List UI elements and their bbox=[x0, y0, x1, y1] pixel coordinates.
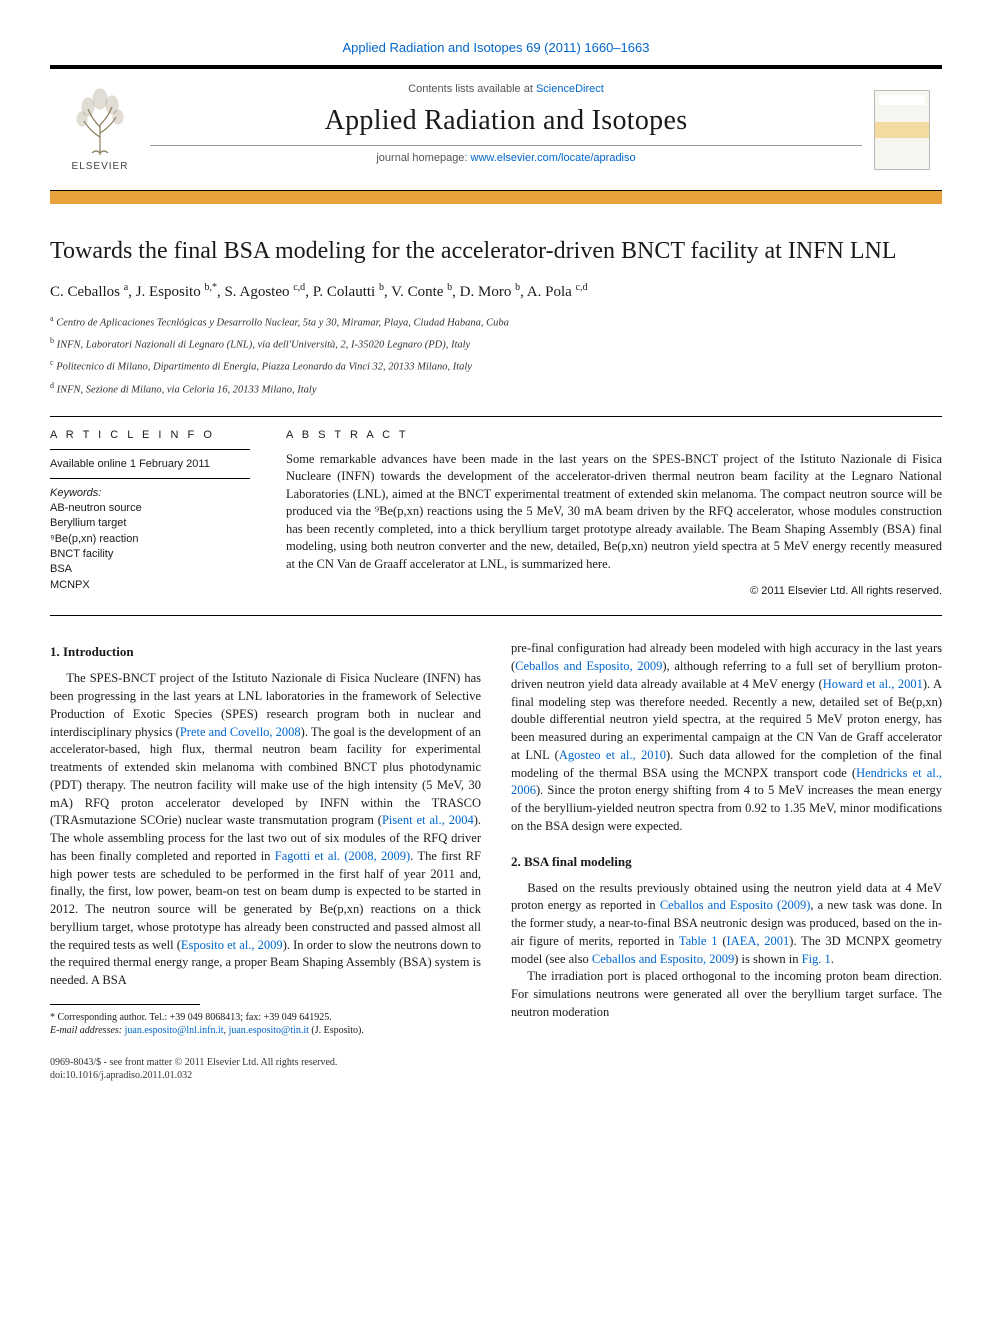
affiliation: b INFN, Laboratori Nazionali di Legnaro … bbox=[50, 335, 942, 353]
ref-link[interactable]: Prete and Covello, 2008 bbox=[180, 725, 301, 739]
journal-homepage-link[interactable]: www.elsevier.com/locate/apradiso bbox=[471, 152, 636, 164]
affiliation: d INFN, Sezione di Milano, via Celoria 1… bbox=[50, 380, 942, 398]
affiliation: a Centro de Aplicaciones Tecnlógicas y D… bbox=[50, 313, 942, 331]
keyword: BSA bbox=[50, 562, 250, 577]
email-link[interactable]: juan.esposito@tin.it bbox=[229, 1025, 309, 1036]
journal-citation: Applied Radiation and Isotopes 69 (2011)… bbox=[50, 40, 942, 55]
body-paragraph: pre-final configuration had already been… bbox=[511, 640, 942, 835]
ref-link[interactable]: Pisent et al., 2004 bbox=[382, 813, 474, 827]
email-link[interactable]: juan.esposito@lnl.infn.it bbox=[125, 1025, 224, 1036]
masthead: ELSEVIER Contents lists available at Sci… bbox=[50, 65, 942, 191]
journal-home-prefix: journal homepage: bbox=[376, 152, 470, 164]
keywords-list: AB-neutron sourceBeryllium target⁹Be(p,x… bbox=[50, 501, 250, 593]
masthead-accent-bar bbox=[50, 190, 942, 204]
section-divider bbox=[50, 615, 942, 616]
ref-link[interactable]: Fig. 1 bbox=[802, 952, 831, 966]
body-columns: 1. Introduction The SPES-BNCT project of… bbox=[50, 640, 942, 1083]
ref-link[interactable]: Howard et al., 2001 bbox=[823, 677, 923, 691]
corresponding-author-footnote: * Corresponding author. Tel.: +39 049 80… bbox=[50, 1011, 481, 1025]
abstract-text: Some remarkable advances have been made … bbox=[286, 451, 942, 574]
keyword: MCNPX bbox=[50, 578, 250, 593]
abstract-copyright: © 2011 Elsevier Ltd. All rights reserved… bbox=[286, 585, 942, 597]
ref-link[interactable]: IAEA, 2001 bbox=[727, 934, 790, 948]
abstract-head: A B S T R A C T bbox=[286, 429, 942, 441]
ref-link[interactable]: Table 1 bbox=[679, 934, 718, 948]
body-paragraph: Based on the results previously obtained… bbox=[511, 880, 942, 969]
abstract-block: A B S T R A C T Some remarkable advances… bbox=[286, 429, 942, 598]
info-rule bbox=[50, 449, 250, 450]
keyword: BNCT facility bbox=[50, 547, 250, 562]
doi-line: doi:10.1016/j.apradiso.2011.01.032 bbox=[50, 1069, 481, 1083]
keyword: ⁹Be(p,xn) reaction bbox=[50, 532, 250, 547]
journal-homepage-line: journal homepage: www.elsevier.com/locat… bbox=[150, 145, 862, 164]
keyword: Beryllium target bbox=[50, 516, 250, 531]
contents-prefix: Contents lists available at bbox=[408, 83, 536, 95]
affiliation: c Politecnico di Milano, Dipartimento di… bbox=[50, 357, 942, 375]
issn-line: 0969-8043/$ - see front matter © 2011 El… bbox=[50, 1056, 481, 1070]
ref-link[interactable]: Ceballos and Esposito, 2009 bbox=[515, 659, 662, 673]
section-2-head: 2. BSA final modeling bbox=[511, 854, 942, 870]
article-info-head: A R T I C L E I N F O bbox=[50, 429, 250, 441]
article-title: Towards the final BSA modeling for the a… bbox=[50, 236, 942, 266]
body-paragraph: The SPES-BNCT project of the Istituto Na… bbox=[50, 670, 481, 990]
ref-link[interactable]: Esposito et al., 2009 bbox=[181, 938, 283, 952]
section-divider bbox=[50, 416, 942, 417]
keyword: AB-neutron source bbox=[50, 501, 250, 516]
sciencedirect-link[interactable]: ScienceDirect bbox=[536, 83, 604, 95]
footnote-rule bbox=[50, 1004, 200, 1005]
elsevier-wordmark: ELSEVIER bbox=[72, 161, 129, 172]
article-info-block: A R T I C L E I N F O Available online 1… bbox=[50, 429, 250, 598]
ref-link[interactable]: Agosteo et al., 2010 bbox=[559, 748, 666, 762]
section-1-head: 1. Introduction bbox=[50, 644, 481, 660]
ref-link[interactable]: Fagotti et al. (2008, 2009) bbox=[275, 849, 410, 863]
authors-line: C. Ceballos a, J. Esposito b,*, S. Agost… bbox=[50, 282, 942, 301]
elsevier-tree-icon bbox=[70, 87, 130, 157]
ref-link[interactable]: Ceballos and Esposito, 2009 bbox=[592, 952, 734, 966]
journal-title: Applied Radiation and Isotopes bbox=[150, 105, 862, 137]
journal-cover-thumbnail bbox=[862, 69, 942, 190]
info-rule bbox=[50, 478, 250, 479]
contents-line: Contents lists available at ScienceDirec… bbox=[150, 83, 862, 95]
ref-link[interactable]: Ceballos and Esposito (2009) bbox=[660, 898, 811, 912]
body-paragraph: The irradiation port is placed orthogona… bbox=[511, 968, 942, 1021]
available-online: Available online 1 February 2011 bbox=[50, 458, 250, 470]
email-footnote: E-mail addresses: juan.esposito@lnl.infn… bbox=[50, 1024, 481, 1038]
elsevier-logo: ELSEVIER bbox=[50, 69, 150, 190]
email-label: E-mail addresses: bbox=[50, 1025, 125, 1036]
keywords-head: Keywords: bbox=[50, 487, 250, 499]
